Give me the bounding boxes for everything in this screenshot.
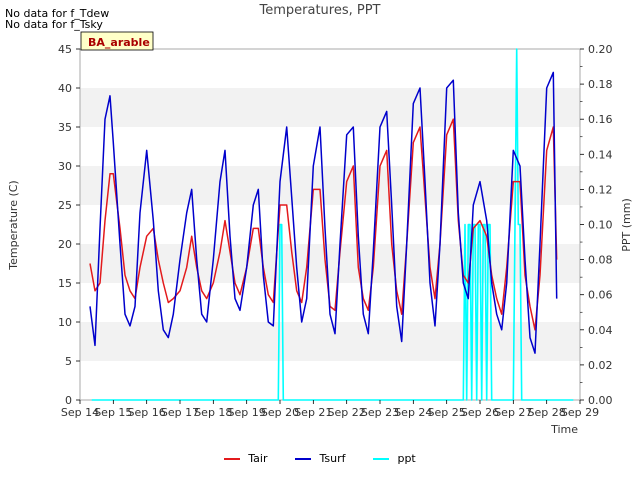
series-line-tsurf <box>89 71 558 354</box>
y-right-tick-label: 0.20 <box>588 43 613 56</box>
site-label-box <box>80 31 154 51</box>
x-tick-label: Sep 25 <box>428 406 466 419</box>
y-left-tick-label: 5 <box>65 355 72 368</box>
y-right-tick-label: 0.12 <box>588 183 613 196</box>
legend-label-ppt: ppt <box>397 452 416 465</box>
y-right-tick-label: 0.06 <box>588 289 613 302</box>
y-right-tick-label: 0.16 <box>588 113 613 126</box>
grid-band <box>80 166 580 205</box>
legend-label-tair: Tair <box>248 452 268 465</box>
x-tick-label: Sep 24 <box>394 406 432 419</box>
y-right-tick-label: 0.00 <box>588 394 613 407</box>
y-right-tick-label: 0.02 <box>588 359 613 372</box>
x-tick-label: Sep 23 <box>361 406 399 419</box>
legend-item-tsurf[interactable]: Tsurf <box>295 452 345 465</box>
x-tick-label: Sep 22 <box>328 406 366 419</box>
y-right-tick-label: 0.08 <box>588 254 613 267</box>
note-tdew: No data for f_Tdew <box>5 7 110 20</box>
x-tick-label: Sep 19 <box>228 406 266 419</box>
x-tick-label: Sep 16 <box>128 406 166 419</box>
x-tick-label: Sep 21 <box>294 406 332 419</box>
y-left-tick-label: 0 <box>65 394 72 407</box>
y-left-tick-label: 35 <box>58 121 72 134</box>
x-tick-label: Sep 27 <box>494 406 532 419</box>
x-tick-label: Sep 20 <box>261 406 299 419</box>
legend-swatch-ppt <box>373 457 390 460</box>
y-left-tick-label: 20 <box>58 238 72 251</box>
x-tick-label: Sep 26 <box>461 406 499 419</box>
x-tick-label: Sep 28 <box>528 406 566 419</box>
grid-band <box>80 88 580 127</box>
legend-swatch-tsurf <box>295 457 312 460</box>
y-left-tick-label: 15 <box>58 277 72 290</box>
y-right-tick-label: 0.18 <box>588 78 613 91</box>
y-left-tick-label: 45 <box>58 43 72 56</box>
series-line-tair <box>89 118 558 331</box>
legend-label-tsurf: Tsurf <box>319 452 346 465</box>
note-tsky: No data for f_Tsky <box>5 18 103 31</box>
series-line-ppt <box>91 48 574 401</box>
legend: Tair Tsurf ppt <box>0 452 640 465</box>
y-left-tick-label: 30 <box>58 160 72 173</box>
chart-title: Temperatures, PPT <box>259 3 381 18</box>
x-tick-label: Sep 18 <box>194 406 232 419</box>
x-axis-label: Time <box>550 423 578 436</box>
y-left-tick-label: 25 <box>58 199 72 212</box>
x-tick-label: Sep 17 <box>161 406 199 419</box>
legend-item-ppt[interactable]: ppt <box>373 452 416 465</box>
legend-item-tair[interactable]: Tair <box>224 452 267 465</box>
y-left-tick-label: 40 <box>58 82 72 95</box>
x-tick-label: Sep 14 <box>61 406 99 419</box>
grid-band <box>80 244 580 283</box>
site-label: BA_arable <box>88 36 150 49</box>
y-right-tick-label: 0.14 <box>588 148 613 161</box>
y-right-axis-label: PPT (mm) <box>620 198 633 252</box>
y-right-tick-label: 0.04 <box>588 324 613 337</box>
y-right-tick-label: 0.10 <box>588 219 613 232</box>
x-tick-label: Sep 15 <box>94 406 132 419</box>
x-tick-label: Sep 29 <box>561 406 599 419</box>
y-left-axis-label: Temperature (C) <box>7 180 20 270</box>
legend-swatch-tair <box>224 457 241 460</box>
grid-band <box>80 322 580 361</box>
y-left-tick-label: 10 <box>58 316 72 329</box>
